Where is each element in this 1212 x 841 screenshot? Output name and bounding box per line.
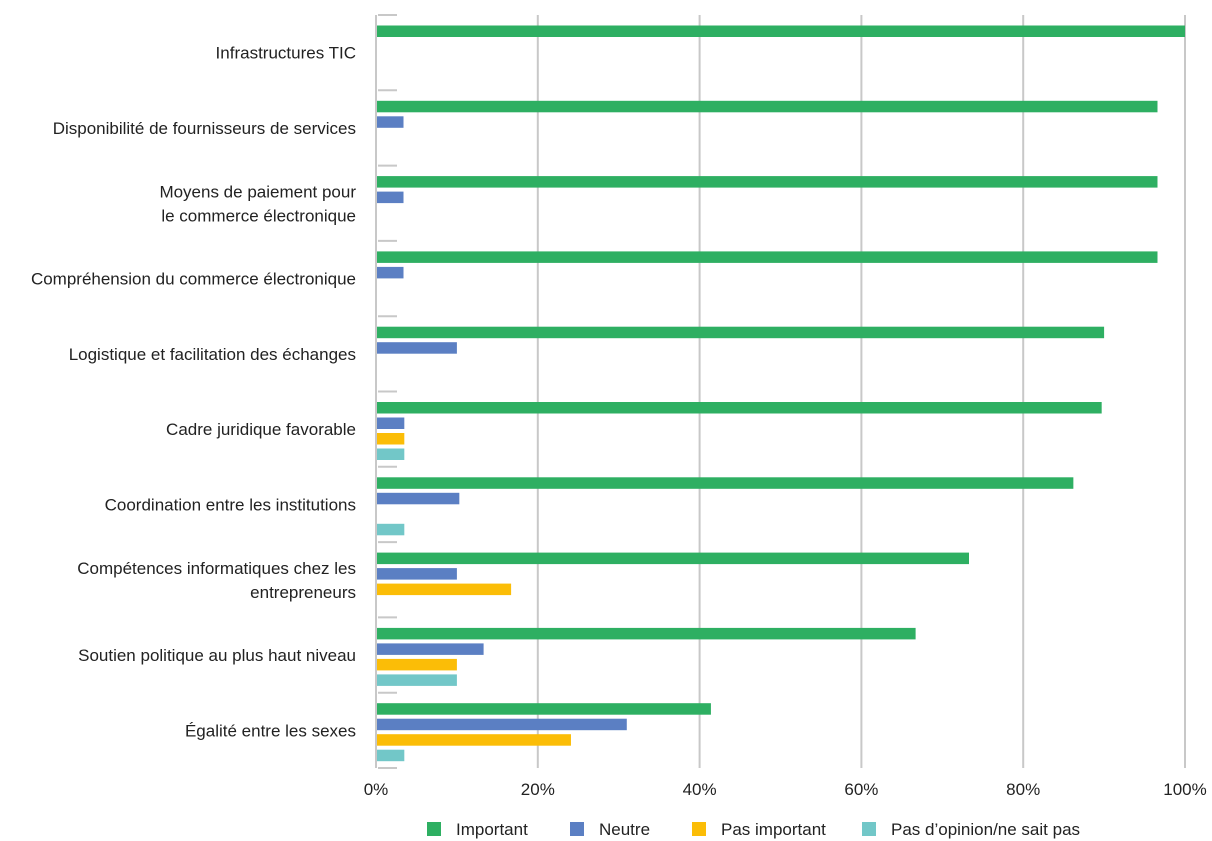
category-label: Infrastructures TIC: [216, 44, 356, 63]
grid-lines: [536, 15, 1186, 768]
legend-swatch: [692, 822, 706, 836]
legend-label: Pas d’opinion/ne sait pas: [891, 820, 1080, 839]
x-tick-label: 60%: [844, 780, 878, 799]
category-label: Moyens de paiement pour: [159, 182, 356, 201]
category-label: Cadre juridique favorable: [166, 420, 356, 439]
legend-swatch: [427, 822, 441, 836]
x-tick-label: 80%: [1006, 780, 1040, 799]
bar-pas-important: [377, 734, 571, 746]
legend-label: Important: [456, 820, 528, 839]
bar-neutre: [377, 266, 404, 279]
category-label: entrepreneurs: [250, 583, 356, 602]
bar-neutre: [377, 116, 404, 128]
bar-neutre: [377, 342, 457, 354]
category-label: Disponibilité de fournisseurs de service…: [53, 119, 356, 138]
category-axis: [375, 14, 397, 769]
bar-neutre: [377, 643, 484, 655]
x-tick-label: 40%: [683, 780, 717, 799]
bar-pas-important: [377, 583, 512, 596]
x-tick-label: 0%: [364, 780, 389, 799]
category-label: Soutien politique au plus haut niveau: [78, 646, 356, 665]
bar-pas-d-opinion-ne-sait-pas: [377, 448, 405, 460]
category-label: le commerce électronique: [161, 206, 356, 225]
bar-neutre: [377, 191, 404, 204]
bars: [377, 25, 1185, 762]
bar-pas-d-opinion-ne-sait-pas: [377, 523, 405, 536]
bar-neutre: [377, 417, 405, 429]
category-label: Égalité entre les sexes: [185, 721, 356, 740]
bar-pas-d-opinion-ne-sait-pas: [377, 749, 405, 762]
category-labels: Infrastructures TIC Disponibilité de four…: [31, 44, 356, 741]
bar-important: [377, 251, 1158, 263]
category-label: Logistique et facilitation des échanges: [69, 345, 356, 364]
bar-important: [377, 100, 1158, 113]
bar-neutre: [377, 492, 460, 505]
bar-important: [377, 703, 711, 715]
bar-important: [377, 25, 1185, 37]
category-label: Coordination entre les institutions: [105, 495, 356, 514]
x-tick-label: 20%: [521, 780, 555, 799]
bar-important: [377, 627, 916, 640]
bar-neutre: [377, 568, 457, 580]
bar-important: [377, 477, 1074, 489]
legend-label: Neutre: [599, 820, 650, 839]
x-tick-label: 100%: [1163, 780, 1206, 799]
bar-pas-important: [377, 433, 405, 445]
bar-pas-important: [377, 658, 457, 671]
category-label: Compétences informatiques chez les: [77, 559, 356, 578]
legend-swatch: [570, 822, 584, 836]
bar-important: [377, 326, 1105, 339]
bar-important: [377, 176, 1158, 188]
legend-swatch: [862, 822, 876, 836]
legend-label: Pas important: [721, 820, 826, 839]
bar-pas-d-opinion-ne-sait-pas: [377, 674, 457, 686]
bar-important: [377, 552, 969, 565]
x-tick-labels: 0% 20% 40% 60% 80% 100%: [364, 780, 1207, 799]
bar-neutre: [377, 718, 627, 731]
category-label: Compréhension du commerce électronique: [31, 270, 356, 289]
bar-important: [377, 402, 1102, 414]
legend: Important Neutre Pas important Pas d’opinio…: [427, 820, 1080, 839]
